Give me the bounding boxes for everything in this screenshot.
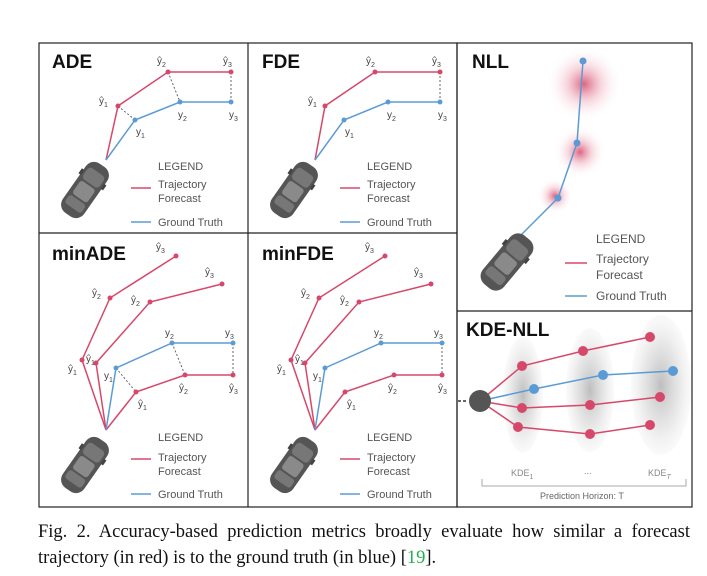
svg-text:LEGEND: LEGEND xyxy=(158,432,203,444)
legend-minfde: LEGEND Trajectory Forecast Ground Truth xyxy=(340,432,432,501)
svg-text:ŷ1: ŷ1 xyxy=(347,399,356,412)
svg-text:y1: y1 xyxy=(104,371,113,384)
figure: ADE ŷ1 ŷ2 ŷ3 y1 y2 y3 LEGEND Trajectory … xyxy=(38,42,693,508)
svg-text:y2: y2 xyxy=(374,328,383,341)
panel-title-minfde: minFDE xyxy=(262,244,334,265)
svg-text:LEGEND: LEGEND xyxy=(596,232,646,246)
svg-text:ŷ3: ŷ3 xyxy=(432,56,441,69)
legend-nll: LEGEND Trajectory Forecast Ground Truth xyxy=(565,232,667,303)
panel-title-fde: FDE xyxy=(262,52,300,73)
car-icon xyxy=(55,431,115,499)
svg-text:LEGEND: LEGEND xyxy=(158,161,203,173)
panel-title-minade: minADE xyxy=(52,244,126,265)
svg-text:Ground Truth: Ground Truth xyxy=(158,217,223,229)
svg-text:ŷ1: ŷ1 xyxy=(68,364,77,377)
svg-text:ŷ2: ŷ2 xyxy=(131,295,140,308)
panel-title-ade: ADE xyxy=(52,52,92,73)
svg-text:Ground Truth: Ground Truth xyxy=(367,217,432,229)
car-icon xyxy=(264,156,324,224)
svg-text:Forecast: Forecast xyxy=(367,193,410,205)
svg-text:ŷ1: ŷ1 xyxy=(277,364,286,377)
prediction-horizon-label: Prediction Horizon: T xyxy=(540,491,624,501)
svg-text:y2: y2 xyxy=(387,110,396,123)
panel-borders xyxy=(38,42,693,508)
svg-text:Ground Truth: Ground Truth xyxy=(596,289,667,303)
svg-text:y1: y1 xyxy=(136,127,145,140)
panel-title-nll: NLL xyxy=(472,52,509,73)
citation-link[interactable]: 19 xyxy=(406,548,426,568)
svg-text:Trajectory: Trajectory xyxy=(596,252,649,266)
svg-text:ŷ3: ŷ3 xyxy=(438,383,447,396)
svg-text:ŷ3: ŷ3 xyxy=(156,242,165,255)
svg-text:ŷ1: ŷ1 xyxy=(86,354,95,367)
svg-text:LEGEND: LEGEND xyxy=(367,432,412,444)
svg-text:y3: y3 xyxy=(229,110,238,123)
svg-text:ŷ3: ŷ3 xyxy=(414,267,423,280)
svg-text:ŷ2: ŷ2 xyxy=(366,56,375,69)
car-icon xyxy=(474,227,540,297)
svg-text:Forecast: Forecast xyxy=(596,268,643,282)
svg-text:ŷ2: ŷ2 xyxy=(92,288,101,301)
panel-fde: FDE ŷ1 ŷ2 ŷ3 y1 y2 y3 LEGEND Trajectory … xyxy=(262,52,447,229)
svg-text:Forecast: Forecast xyxy=(367,466,410,478)
car-icon xyxy=(264,431,324,499)
panel-kdenll: KDE-NLL KDE1 ... KDET Prediction Horizon… xyxy=(458,315,691,501)
panel-minade: minADE ŷ3 ŷ3 ŷ2 ŷ2 ŷ1 ŷ1 y1 ŷ1 y2 y3 ŷ2 xyxy=(52,242,238,501)
svg-text:Trajectory: Trajectory xyxy=(367,179,416,191)
svg-text:Ground Truth: Ground Truth xyxy=(158,489,223,501)
svg-text:...: ... xyxy=(584,466,592,476)
svg-text:y2: y2 xyxy=(165,328,174,341)
svg-text:Trajectory: Trajectory xyxy=(158,452,207,464)
panel-nll: NLL LEGEND Trajectory Forecast Ground Tr… xyxy=(472,46,667,303)
svg-text:Trajectory: Trajectory xyxy=(367,452,416,464)
svg-text:ŷ1: ŷ1 xyxy=(138,399,147,412)
svg-text:ŷ1: ŷ1 xyxy=(99,96,108,109)
legend-fde: LEGEND Trajectory Forecast Ground Truth xyxy=(340,161,432,229)
svg-text:ŷ2: ŷ2 xyxy=(179,383,188,396)
svg-text:Forecast: Forecast xyxy=(158,466,201,478)
panel-title-kdenll: KDE-NLL xyxy=(466,320,550,341)
svg-text:ŷ2: ŷ2 xyxy=(340,295,349,308)
svg-text:y1: y1 xyxy=(313,371,322,384)
legend-minade: LEGEND Trajectory Forecast Ground Truth xyxy=(131,432,223,501)
svg-text:y1: y1 xyxy=(345,127,354,140)
svg-text:ŷ2: ŷ2 xyxy=(388,383,397,396)
svg-text:y2: y2 xyxy=(178,110,187,123)
svg-text:y3: y3 xyxy=(438,110,447,123)
svg-text:ŷ1: ŷ1 xyxy=(295,354,304,367)
svg-text:KDET: KDET xyxy=(648,468,672,481)
svg-text:KDE1: KDE1 xyxy=(511,468,534,481)
svg-text:ŷ3: ŷ3 xyxy=(365,242,374,255)
figure-caption: Fig. 2. Accuracy-based prediction metric… xyxy=(38,522,690,568)
svg-text:y3: y3 xyxy=(434,328,443,341)
svg-text:Trajectory: Trajectory xyxy=(158,179,207,191)
svg-text:ŷ3: ŷ3 xyxy=(229,383,238,396)
svg-text:ŷ2: ŷ2 xyxy=(301,288,310,301)
svg-text:Forecast: Forecast xyxy=(158,193,201,205)
panel-ade: ADE ŷ1 ŷ2 ŷ3 y1 y2 y3 LEGEND Trajectory … xyxy=(52,52,238,229)
svg-text:Ground Truth: Ground Truth xyxy=(367,489,432,501)
svg-text:ŷ3: ŷ3 xyxy=(223,56,232,69)
svg-text:ŷ3: ŷ3 xyxy=(205,267,214,280)
legend-ade: LEGEND Trajectory Forecast Ground Truth xyxy=(131,161,223,229)
svg-text:y3: y3 xyxy=(225,328,234,341)
car-icon xyxy=(55,156,115,224)
svg-text:LEGEND: LEGEND xyxy=(367,161,412,173)
panel-minfde: minFDE ŷ3 ŷ3 ŷ2 ŷ2 ŷ1 ŷ1 y1 ŷ1 y2 y3 ŷ2 … xyxy=(262,242,447,501)
svg-text:ŷ2: ŷ2 xyxy=(157,56,166,69)
svg-text:ŷ1: ŷ1 xyxy=(308,96,317,109)
